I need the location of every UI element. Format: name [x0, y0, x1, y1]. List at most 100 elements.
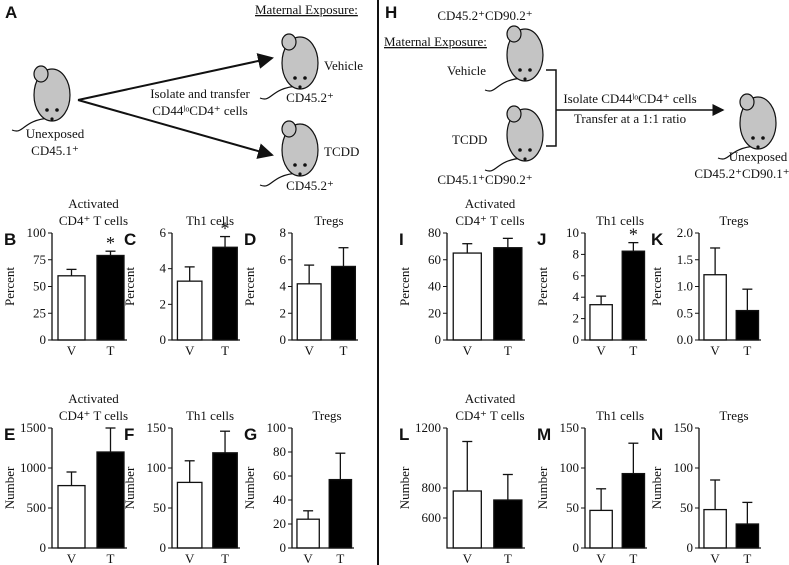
bar	[212, 452, 238, 549]
y-tick-label: 60	[428, 252, 441, 267]
label: CD45.2⁺CD90.1⁺	[694, 166, 789, 181]
x-tick-label: V	[596, 551, 606, 565]
bar	[330, 265, 357, 341]
significance: *	[629, 225, 638, 245]
bar	[296, 518, 320, 549]
y-tick-label: 6	[160, 225, 167, 240]
chart-title: Th1 cells	[186, 408, 234, 423]
axis	[698, 233, 761, 341]
axis	[291, 428, 354, 549]
x-tick-label: T	[107, 343, 115, 358]
y-tick-label: 2	[280, 305, 287, 320]
significance: *	[221, 219, 230, 239]
bar	[735, 523, 760, 549]
label: Maternal Exposure:	[255, 2, 358, 17]
y-axis-label: Number	[2, 466, 17, 509]
axis	[51, 233, 127, 341]
x-tick-label: V	[67, 551, 77, 565]
x-tick-label: T	[504, 343, 512, 358]
y-tick-label: 150	[147, 420, 167, 435]
bar	[212, 246, 238, 341]
y-axis-label: Percent	[122, 267, 137, 306]
diagram-a: A Maternal Exposure: Vehicle TCDD CD45.2…	[5, 2, 363, 193]
y-tick-label: 50	[680, 500, 693, 515]
bar	[703, 508, 727, 549]
bar	[96, 254, 125, 341]
x-tick-label: V	[710, 551, 720, 565]
y-tick-label: 0	[573, 332, 580, 347]
panel-letter: H	[385, 3, 397, 22]
label: CD44ˡᵒCD4⁺ cells	[152, 103, 247, 118]
x-tick-label: V	[463, 343, 473, 358]
y-tick-label: 0	[687, 540, 694, 555]
chart-title: Tregs	[314, 213, 343, 228]
axis	[446, 428, 525, 549]
panel-letter: J	[537, 230, 546, 249]
y-axis-label: Percent	[242, 267, 257, 306]
y-tick-label: 50	[153, 500, 166, 515]
panel-letter: I	[399, 230, 404, 249]
y-axis-label: Number	[649, 466, 664, 509]
label: TCDD	[452, 132, 487, 147]
bar	[621, 250, 646, 341]
arrow	[77, 99, 274, 159]
bar	[57, 275, 86, 341]
chart-title: Th1 cells	[596, 213, 644, 228]
label: CD45.2⁺CD90.2⁺	[437, 8, 532, 23]
y-axis-label: Percent	[649, 267, 664, 306]
y-tick-label: 500	[27, 500, 47, 515]
bar	[621, 472, 646, 549]
chart-title: CD4⁺ T cells	[455, 213, 524, 228]
y-tick-label: 40	[273, 492, 286, 507]
y-tick-label: 800	[422, 480, 442, 495]
y-tick-label: 20	[428, 305, 441, 320]
panel-letter: E	[4, 425, 15, 444]
chart-title: Tregs	[719, 213, 748, 228]
chart-title: Tregs	[312, 408, 341, 423]
x-tick-label: T	[504, 551, 512, 565]
y-tick-label: 6	[280, 252, 287, 267]
y-tick-label: 1.5	[677, 252, 693, 267]
y-tick-label: 1.0	[677, 279, 693, 294]
chart-title: Activated	[465, 196, 516, 211]
y-tick-label: 1000	[20, 460, 46, 475]
y-tick-label: 4	[573, 289, 580, 304]
panel-letter: D	[244, 230, 256, 249]
x-tick-label: T	[221, 343, 229, 358]
y-tick-label: 100	[267, 420, 287, 435]
y-tick-label: 60	[273, 468, 286, 483]
label: Unexposed	[729, 149, 788, 164]
x-tick-label: V	[67, 343, 77, 358]
y-tick-label: 100	[27, 225, 47, 240]
y-tick-label: 1200	[415, 420, 441, 435]
x-tick-label: V	[185, 551, 195, 565]
y-tick-label: 0.5	[677, 305, 693, 320]
label: Isolate CD44ˡᵒCD4⁺ cells	[563, 91, 696, 106]
label: Vehicle	[324, 58, 363, 73]
y-tick-label: 10	[566, 225, 579, 240]
y-tick-label: 80	[428, 225, 441, 240]
y-tick-label: 25	[33, 305, 46, 320]
y-tick-label: 40	[428, 279, 441, 294]
y-axis-label: Percent	[2, 267, 17, 306]
y-tick-label: 20	[273, 516, 286, 531]
label: Vehicle	[447, 63, 486, 78]
chart-title: CD4⁺ T cells	[455, 408, 524, 423]
label: Transfer at a 1:1 ratio	[574, 111, 686, 126]
bar	[57, 484, 86, 549]
y-tick-label: 8	[573, 246, 580, 261]
x-tick-label: T	[743, 343, 751, 358]
y-tick-label: 0	[160, 540, 167, 555]
panel-letter: L	[399, 425, 409, 444]
y-tick-label: 50	[33, 279, 46, 294]
y-tick-label: 2	[160, 296, 167, 311]
significance: *	[106, 233, 115, 253]
x-tick-label: V	[304, 343, 314, 358]
y-tick-label: 50	[566, 500, 579, 515]
chart-title: Th1 cells	[596, 408, 644, 423]
bar	[452, 252, 482, 341]
x-tick-label: V	[463, 551, 473, 565]
label: Unexposed	[26, 126, 85, 141]
y-tick-label: 0	[40, 332, 47, 347]
panel-letter: K	[651, 230, 664, 249]
